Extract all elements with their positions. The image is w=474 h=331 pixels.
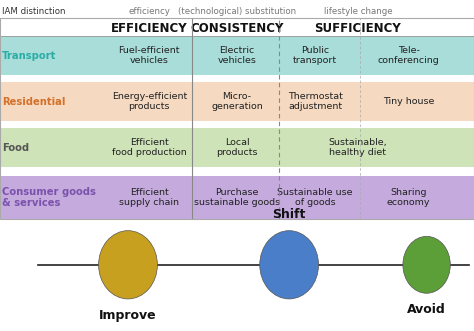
Text: Tiny house: Tiny house	[383, 97, 434, 106]
FancyBboxPatch shape	[0, 121, 474, 128]
Text: Food: Food	[2, 143, 29, 153]
Text: Residential: Residential	[2, 97, 66, 107]
Text: Tele-
conferencing: Tele- conferencing	[378, 46, 439, 65]
FancyBboxPatch shape	[0, 82, 474, 121]
FancyBboxPatch shape	[0, 176, 474, 219]
Text: Shift: Shift	[273, 208, 306, 221]
Text: Energy-efficient
products: Energy-efficient products	[112, 92, 187, 111]
FancyBboxPatch shape	[0, 36, 474, 75]
Text: Consumer goods
& services: Consumer goods & services	[2, 187, 96, 209]
Text: EFFICIENCY: EFFICIENCY	[111, 22, 188, 35]
Text: Purchase
sustainable goods: Purchase sustainable goods	[194, 188, 280, 207]
Text: Public
transport: Public transport	[293, 46, 337, 65]
Text: Efficient
supply chain: Efficient supply chain	[119, 188, 179, 207]
Text: IAM distinction: IAM distinction	[2, 7, 66, 16]
Text: SUFFICIENCY: SUFFICIENCY	[314, 22, 401, 35]
Text: Fuel-efficient
vehicles: Fuel-efficient vehicles	[118, 46, 180, 65]
Text: Sharing
economy: Sharing economy	[387, 188, 430, 207]
FancyBboxPatch shape	[0, 128, 474, 167]
Text: Improve: Improve	[99, 309, 157, 322]
Text: Micro-
generation: Micro- generation	[211, 92, 263, 111]
FancyBboxPatch shape	[0, 75, 474, 82]
Ellipse shape	[260, 231, 319, 299]
Text: Sustainable use
of goods: Sustainable use of goods	[277, 188, 353, 207]
Text: Sustainable,
healthy diet: Sustainable, healthy diet	[328, 138, 387, 157]
Text: Thermostat
adjustment: Thermostat adjustment	[288, 92, 343, 111]
Text: CONSISTENCY: CONSISTENCY	[191, 22, 283, 35]
Text: (technological) substitution: (technological) substitution	[178, 7, 296, 16]
FancyBboxPatch shape	[0, 167, 474, 176]
Text: Electric
vehicles: Electric vehicles	[218, 46, 256, 65]
FancyBboxPatch shape	[0, 18, 474, 36]
Text: lifestyle change: lifestyle change	[324, 7, 392, 16]
Text: Avoid: Avoid	[407, 303, 446, 316]
Text: Transport: Transport	[2, 51, 57, 61]
Text: Local
products: Local products	[216, 138, 258, 157]
Ellipse shape	[403, 236, 450, 293]
Text: efficiency: efficiency	[128, 7, 170, 16]
Ellipse shape	[99, 231, 157, 299]
Text: Efficient
food production: Efficient food production	[112, 138, 187, 157]
